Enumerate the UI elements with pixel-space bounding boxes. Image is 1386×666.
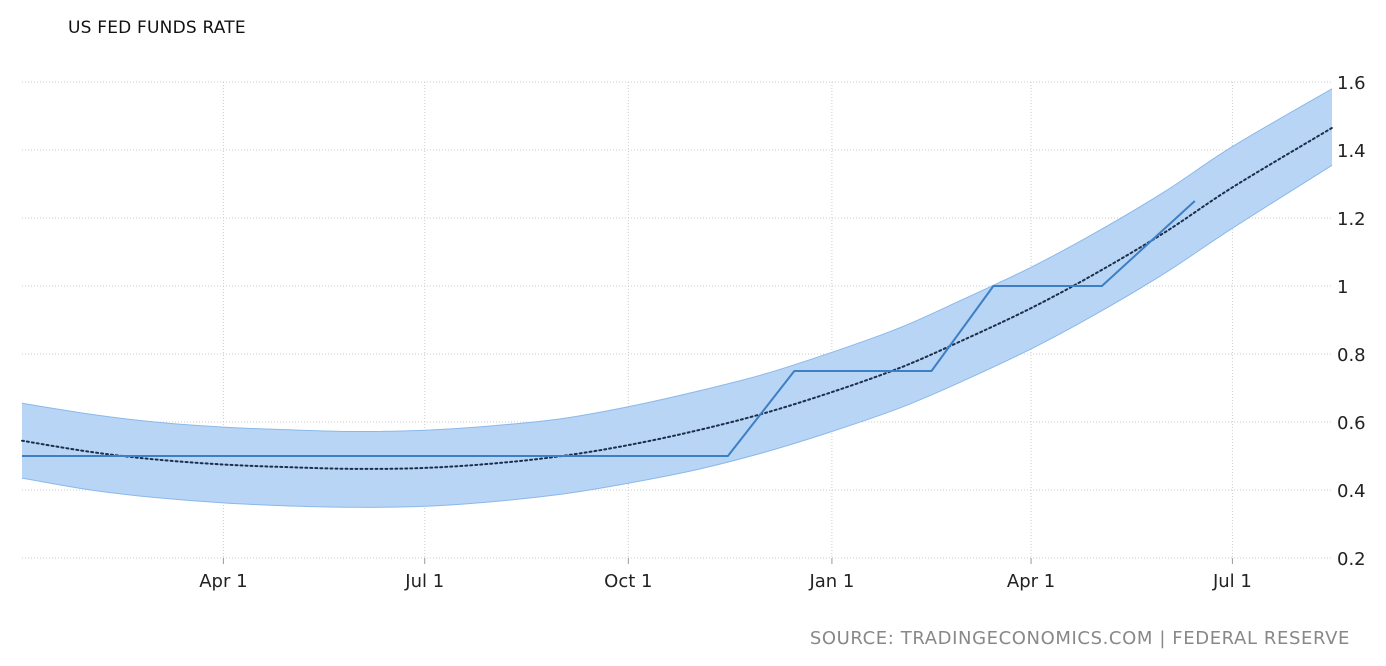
x-tick-label: Oct 1: [604, 571, 652, 592]
y-tick-label: 1.6: [1337, 73, 1366, 94]
band-upper-edge: [21, 88, 1333, 433]
y-tick-label: 1: [1337, 277, 1348, 298]
band-layer: [21, 88, 1333, 508]
confidence-band: [22, 88, 1332, 508]
x-tick-label: Apr 1: [199, 571, 247, 592]
source-note: SOURCE: TRADINGECONOMICS.COM | FEDERAL R…: [809, 628, 1350, 649]
y-axis: 0.2 0.4 0.6 0.8 1 1.2 1.4 1.6: [1337, 73, 1366, 570]
x-tick-label: Jan 1: [808, 571, 854, 592]
x-tick-label: Jul 1: [404, 571, 444, 592]
band-lower-edge: [21, 164, 1333, 508]
y-tick-label: 1.4: [1337, 141, 1366, 162]
trend-layer: [21, 126, 1333, 470]
trend-line: [21, 126, 1333, 470]
chart-title: US FED FUNDS RATE: [68, 18, 246, 38]
y-tick-label: 0.8: [1337, 345, 1366, 366]
x-tick-label: Jul 1: [1212, 571, 1252, 592]
series-layer: [21, 200, 1196, 457]
y-tick-label: 0.4: [1337, 481, 1366, 502]
x-tick-label: Apr 1: [1007, 571, 1055, 592]
y-tick-label: 1.2: [1337, 209, 1366, 230]
y-tick-label: 0.2: [1337, 549, 1366, 570]
y-tick-label: 0.6: [1337, 413, 1366, 434]
x-axis: Apr 1 Jul 1 Oct 1 Jan 1 Apr 1 Jul 1: [199, 558, 1252, 592]
